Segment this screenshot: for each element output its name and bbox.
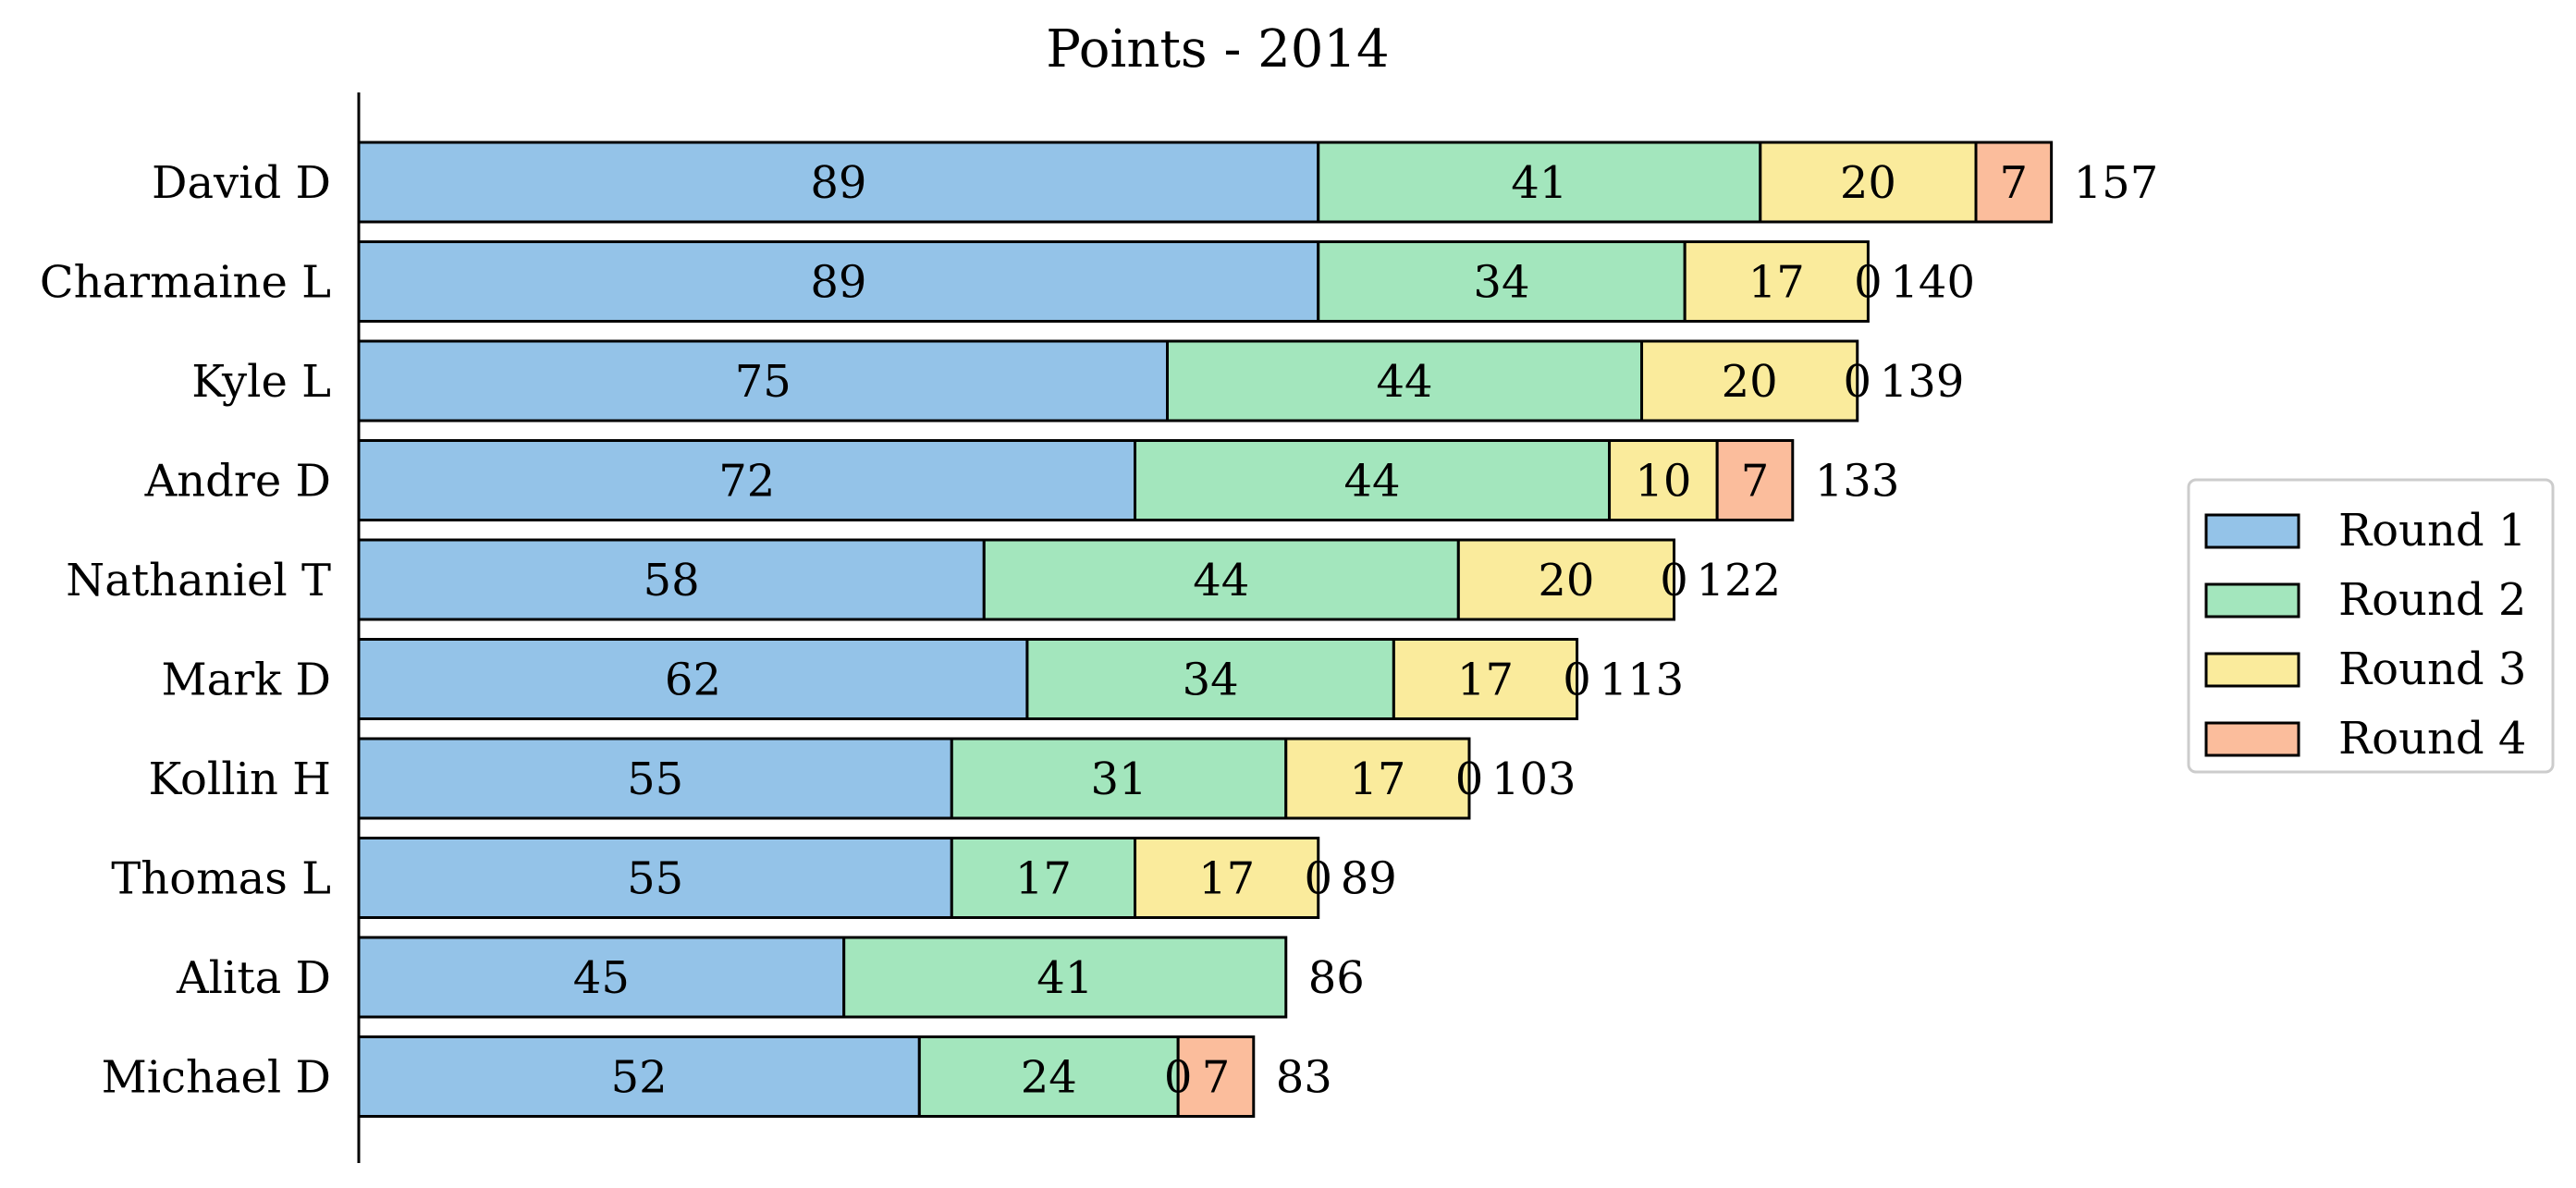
legend-swatch <box>2204 652 2300 688</box>
bar-segment <box>1392 638 1579 720</box>
segment-value-label: 20 <box>1538 555 1594 606</box>
bar-segment <box>1759 141 1978 224</box>
bar-segment <box>1456 538 1676 621</box>
segment-value-label: 0 <box>1455 753 1484 805</box>
bar-segment <box>1608 439 1719 521</box>
segment-value-label: 55 <box>627 753 683 805</box>
total-value-label: 133 <box>1815 456 1900 508</box>
legend-entry-label: Round 4 <box>2338 713 2526 765</box>
segment-value-label: 58 <box>644 555 700 606</box>
segment-value-label: 62 <box>665 655 721 706</box>
segment-value-label: 52 <box>611 1052 668 1104</box>
bar-segment <box>357 141 1320 224</box>
segment-value-label: 89 <box>810 257 866 309</box>
bar-segment <box>950 837 1137 919</box>
category-label: Kollin H <box>148 753 331 805</box>
segment-value-label: 55 <box>627 853 683 905</box>
segment-value-label: 17 <box>1748 257 1805 309</box>
bar-segment <box>982 538 1460 621</box>
bars-layer <box>357 141 2054 1118</box>
segment-value-label: 44 <box>1193 555 1249 606</box>
legend-entry-label: Round 3 <box>2338 643 2526 695</box>
category-label: Nathaniel T <box>66 555 331 606</box>
total-value-label: 83 <box>1276 1052 1332 1104</box>
segment-value-label: 7 <box>2000 157 2029 209</box>
bar-segment <box>357 936 846 1019</box>
total-value-label: 157 <box>2074 157 2159 209</box>
segment-value-label: 0 <box>1854 257 1883 309</box>
segment-value-label: 41 <box>1511 157 1567 209</box>
legend: Round 1 Round 2 Round 3 Round 4 <box>2187 478 2555 774</box>
bar-segment <box>1317 240 1687 323</box>
segment-value-label: 0 <box>1660 555 1688 606</box>
total-value-label: 103 <box>1491 753 1576 805</box>
segment-value-label: 7 <box>1741 456 1770 508</box>
segment-value-label: 0 <box>1164 1052 1193 1104</box>
total-value-label: 89 <box>1341 853 1397 905</box>
segment-value-label: 44 <box>1376 356 1432 408</box>
bar-segment <box>842 936 1288 1019</box>
bar-segment <box>1974 141 2054 224</box>
bar-segment <box>950 737 1288 820</box>
total-value-label: 113 <box>1600 655 1685 706</box>
total-value-label: 122 <box>1697 555 1782 606</box>
segment-value-label: 24 <box>1021 1052 1077 1104</box>
segment-value-label: 41 <box>1037 952 1093 1004</box>
segment-value-label: 17 <box>1349 753 1405 805</box>
segment-value-label: 10 <box>1635 456 1691 508</box>
total-value-label: 140 <box>1890 257 1975 309</box>
bar-segment <box>1715 439 1795 521</box>
segment-value-label: 17 <box>1198 853 1255 905</box>
segment-value-label: 34 <box>1473 257 1529 309</box>
category-label: Thomas L <box>111 853 331 905</box>
bar-segment <box>1317 141 1762 224</box>
segment-value-label: 45 <box>573 952 630 1004</box>
segment-value-label: 31 <box>1090 753 1147 805</box>
chart-title: Points - 2014 <box>1046 19 1389 80</box>
bar-segment <box>1284 737 1471 820</box>
bar-segment <box>1134 837 1320 919</box>
category-label: Mark D <box>161 655 331 706</box>
legend-swatch <box>2204 513 2300 549</box>
segment-value-label: 0 <box>1304 853 1332 905</box>
segment-value-label: 20 <box>1722 356 1778 408</box>
segment-value-label: 17 <box>1457 655 1514 706</box>
legend-entry-label: Round 1 <box>2338 505 2526 557</box>
legend-swatch <box>2204 721 2300 757</box>
bar-segment <box>1683 240 1870 323</box>
total-value-label: 139 <box>1880 356 1965 408</box>
legend-frame <box>2187 478 2555 774</box>
bar-segment <box>1176 1035 1256 1118</box>
legend-entry-label: Round 2 <box>2338 574 2526 626</box>
legend-swatch <box>2204 582 2300 618</box>
bar-segment <box>1134 439 1612 521</box>
segment-value-label: 34 <box>1183 655 1239 706</box>
segment-value-label: 72 <box>718 456 775 508</box>
category-label: Charmaine L <box>40 257 331 309</box>
category-label: Andre D <box>144 456 331 508</box>
segment-value-label: 0 <box>1843 356 1871 408</box>
segment-value-label: 20 <box>1840 157 1896 209</box>
category-label: Alita D <box>176 952 331 1004</box>
bar-segment <box>357 1035 921 1118</box>
category-label: Kyle L <box>191 356 331 408</box>
total-value-label: 86 <box>1308 952 1365 1004</box>
bar-segment <box>1640 339 1859 423</box>
segment-value-label: 0 <box>1563 655 1591 706</box>
category-label: David D <box>152 157 331 209</box>
segment-value-label: 17 <box>1015 853 1072 905</box>
bar-segment <box>357 737 953 820</box>
bar-segment <box>1025 638 1395 720</box>
segment-value-label: 44 <box>1344 456 1401 508</box>
bar-segment <box>1166 339 1644 423</box>
segment-value-label: 89 <box>810 157 866 209</box>
segment-value-label: 7 <box>1202 1052 1231 1104</box>
segment-value-label: 75 <box>735 356 791 408</box>
bar-segment <box>357 240 1320 323</box>
category-label: Michael D <box>102 1052 331 1104</box>
